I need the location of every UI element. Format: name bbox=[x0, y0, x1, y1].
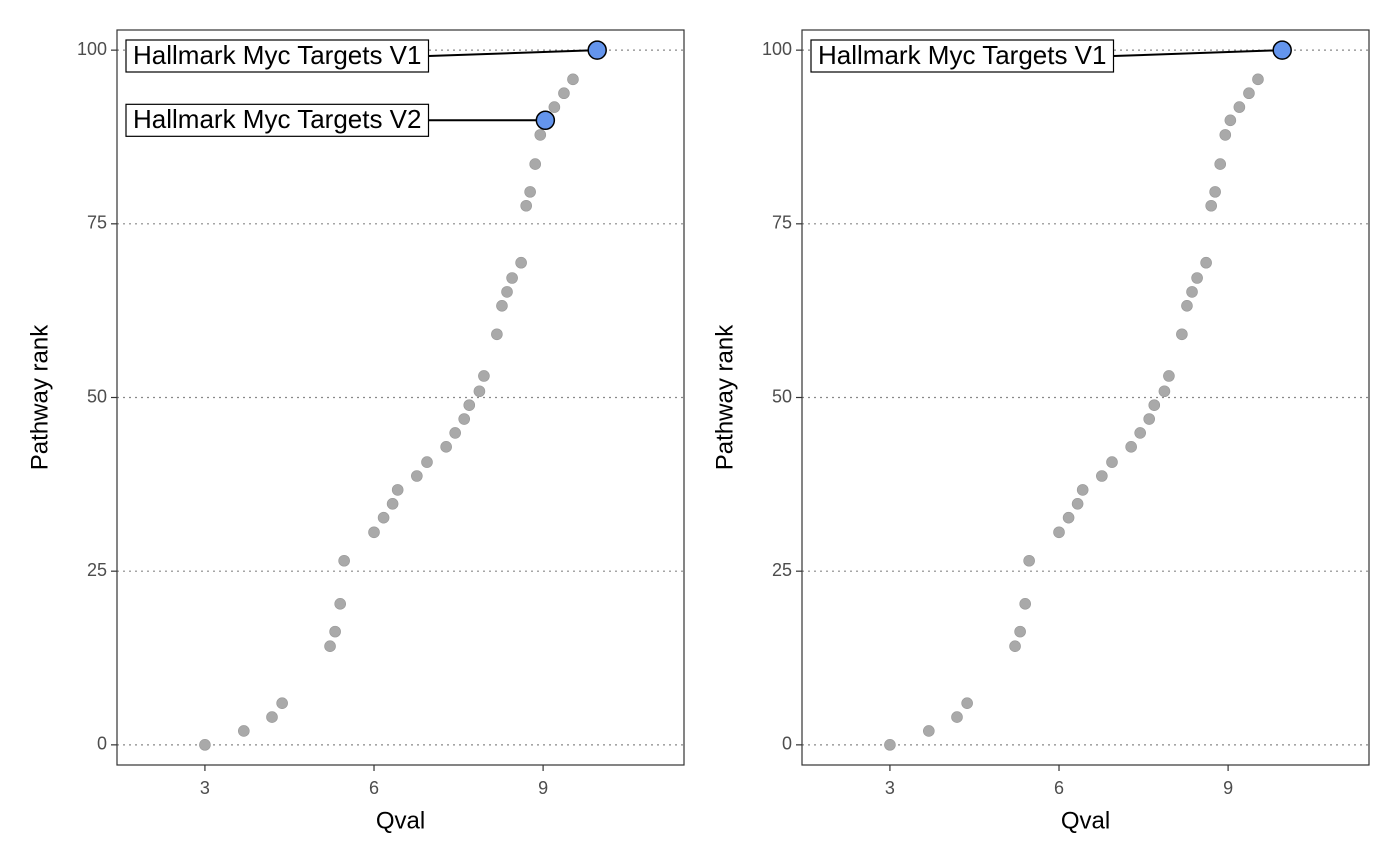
point bbox=[1143, 413, 1155, 425]
y-tick-label: 75 bbox=[87, 213, 107, 233]
point bbox=[961, 697, 973, 709]
y-tick-label: 100 bbox=[762, 39, 792, 59]
point bbox=[1186, 286, 1198, 298]
point bbox=[1062, 511, 1075, 524]
point bbox=[1053, 526, 1065, 539]
point bbox=[1209, 186, 1221, 198]
highlight-point bbox=[1272, 40, 1292, 60]
y-tick-label: 100 bbox=[77, 39, 107, 59]
point bbox=[1125, 441, 1137, 453]
point bbox=[324, 640, 336, 653]
point bbox=[1009, 640, 1021, 653]
point bbox=[1096, 470, 1108, 482]
point bbox=[567, 73, 579, 86]
point bbox=[1148, 399, 1161, 411]
y-tick-label: 25 bbox=[87, 560, 107, 580]
point bbox=[534, 129, 547, 141]
point bbox=[411, 470, 423, 482]
point bbox=[1214, 158, 1227, 170]
point bbox=[515, 256, 527, 269]
y-tick-label: 0 bbox=[782, 734, 792, 754]
point bbox=[1019, 598, 1031, 610]
point bbox=[520, 199, 532, 212]
x-tick-label: 3 bbox=[200, 778, 210, 798]
annotation-label: Hallmark Myc Targets V2 bbox=[133, 104, 422, 134]
x-tick-label: 9 bbox=[538, 778, 548, 798]
highlight-point bbox=[535, 110, 556, 131]
point bbox=[1252, 73, 1264, 86]
point bbox=[1233, 101, 1246, 113]
point bbox=[501, 286, 513, 298]
annotation-label: Hallmark Myc Targets V1 bbox=[818, 40, 1107, 70]
x-axis-title: Qval bbox=[1061, 807, 1110, 834]
point bbox=[440, 441, 452, 453]
point bbox=[458, 413, 470, 425]
point bbox=[473, 385, 486, 398]
y-axis-title: Pathway rank bbox=[711, 324, 738, 470]
point bbox=[1219, 129, 1232, 141]
point bbox=[463, 399, 476, 411]
point bbox=[1224, 114, 1237, 127]
point bbox=[1191, 272, 1203, 284]
highlight-point bbox=[587, 40, 607, 60]
point bbox=[1200, 256, 1212, 269]
point bbox=[529, 158, 542, 170]
point bbox=[449, 427, 461, 439]
point bbox=[1071, 497, 1084, 510]
x-tick-label: 9 bbox=[1223, 778, 1233, 798]
x-axis-title: Qval bbox=[376, 807, 425, 834]
y-tick-label: 75 bbox=[772, 213, 792, 233]
annotation-line bbox=[428, 49, 598, 57]
point bbox=[421, 456, 433, 468]
point bbox=[1076, 484, 1089, 496]
annotation-box bbox=[125, 39, 430, 73]
plot-border bbox=[801, 29, 1370, 766]
point bbox=[478, 370, 490, 382]
point bbox=[506, 272, 518, 284]
x-tick-label: 3 bbox=[885, 778, 895, 798]
x-tick-label: 6 bbox=[369, 778, 379, 798]
point bbox=[199, 739, 211, 751]
y-tick-label: 50 bbox=[772, 386, 792, 406]
point bbox=[951, 711, 963, 723]
point bbox=[1158, 385, 1171, 398]
point bbox=[329, 625, 341, 638]
y-axis-title: Pathway rank bbox=[26, 324, 53, 470]
point bbox=[1181, 299, 1193, 312]
point bbox=[391, 484, 404, 496]
point bbox=[491, 328, 503, 341]
y-tick-label: 0 bbox=[97, 734, 107, 754]
point bbox=[548, 101, 561, 113]
point bbox=[1163, 370, 1175, 382]
point bbox=[884, 739, 896, 751]
point bbox=[266, 711, 278, 723]
point bbox=[496, 299, 508, 312]
annotation-box bbox=[810, 39, 1115, 73]
point bbox=[386, 497, 399, 510]
annotation-label: Hallmark Myc Targets V1 bbox=[133, 40, 422, 70]
y-tick-label: 50 bbox=[87, 386, 107, 406]
point bbox=[1014, 625, 1026, 638]
plot-border bbox=[116, 29, 685, 766]
point bbox=[238, 725, 250, 737]
point bbox=[1134, 427, 1146, 439]
point bbox=[558, 87, 570, 100]
annotation-line bbox=[1113, 49, 1283, 57]
y-tick-label: 25 bbox=[772, 560, 792, 580]
point bbox=[923, 725, 935, 737]
point bbox=[334, 598, 346, 610]
point bbox=[1205, 199, 1217, 212]
point bbox=[276, 697, 288, 709]
x-tick-label: 6 bbox=[1054, 778, 1064, 798]
point bbox=[1243, 87, 1255, 100]
point bbox=[368, 526, 380, 539]
point bbox=[338, 554, 350, 567]
point bbox=[524, 186, 536, 198]
point bbox=[1023, 554, 1035, 567]
point bbox=[1106, 456, 1118, 468]
point bbox=[1176, 328, 1188, 341]
point bbox=[377, 511, 390, 524]
